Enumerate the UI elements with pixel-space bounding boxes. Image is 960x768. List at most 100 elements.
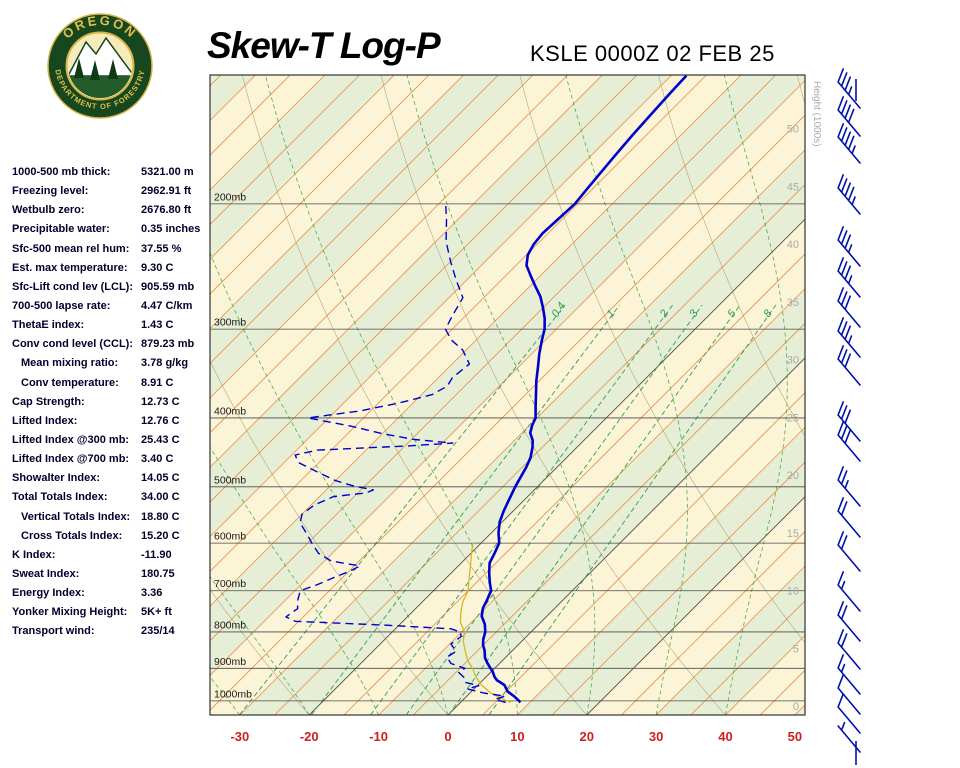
index-label: ThetaE index: [12, 319, 85, 332]
pressure-label: 300mb [214, 317, 246, 329]
index-label: Conv temperature: [21, 376, 119, 389]
height-label: 30 [787, 355, 799, 367]
height-labels: 0 5 10 15 20 25 30 35 40 45 50 [787, 124, 799, 714]
wind-barb [837, 287, 861, 328]
index-value: 9.30 C [141, 261, 174, 274]
pressure-label: 800mb [214, 619, 246, 631]
index-row: 1000-500 mb thick: 5321.00 m [12, 166, 212, 185]
index-value: 0.35 inches [141, 223, 201, 236]
height-label: 40 [787, 239, 799, 251]
index-row: Yonker Mixing Height: 5K+ ft [12, 606, 212, 625]
index-row: K Index: -11.90 [12, 549, 212, 568]
wind-barb [837, 654, 861, 695]
index-label: Cap Strength: [12, 395, 85, 408]
index-label: Sweat Index: [12, 567, 80, 580]
temperature-axis-label: 0 [444, 729, 451, 744]
index-value: 235/14 [141, 625, 175, 638]
index-row: ThetaE index: 1.43 C [12, 319, 212, 338]
pressure-label: 1000mb [214, 688, 252, 700]
height-label: 45 [787, 181, 799, 193]
wind-barb [837, 257, 861, 298]
index-row: Lifted Index @700 mb: 3.40 C [12, 453, 212, 472]
wind-barb [837, 123, 861, 164]
height-label: 50 [787, 124, 799, 136]
pressure-label: 500mb [214, 474, 246, 486]
wind-barb [837, 466, 861, 507]
wind-barb [837, 96, 861, 137]
wind-barb [837, 317, 861, 358]
index-value: 180.75 [141, 567, 175, 580]
index-row: Energy Index: 3.36 [12, 587, 212, 606]
temperature-axis-label: 30 [649, 729, 663, 744]
index-label: Vertical Totals Index: [21, 510, 131, 523]
index-label: Wetbulb zero: [12, 204, 85, 217]
mixing-ratio-label: 1 [604, 308, 617, 320]
wind-barb [837, 531, 861, 572]
temperature-curve [480, 75, 688, 704]
index-label: Precipitable water: [12, 223, 110, 236]
height-label: 15 [787, 528, 799, 540]
temperature-axis-labels: -30 -20 -10 0 10 20 30 40 50 [230, 729, 802, 744]
pressure-label: 900mb [214, 656, 246, 668]
index-label: Total Totals Index: [12, 491, 108, 504]
index-value: 8.91 C [141, 376, 174, 389]
wind-barb [837, 497, 861, 538]
index-label: Lifted Index @300 mb: [12, 433, 130, 446]
page-title: Skew-T Log-P [207, 25, 441, 66]
index-value: -11.90 [141, 548, 172, 561]
station-datetime: KSLE 0000Z 02 FEB 25 [530, 41, 775, 66]
odf-logo: OREGON DEPARTMENT OF FORESTRY [47, 13, 153, 119]
tree-icon [108, 59, 118, 79]
index-row: Precipitable water: 0.35 inches [12, 223, 212, 242]
index-row: Sfc-500 mean rel hum: 37.55 % [12, 243, 212, 262]
temperature-axis-label: 40 [718, 729, 732, 744]
wind-barb [837, 629, 861, 670]
wind-barb [837, 68, 861, 109]
temperature-axis-label: -20 [300, 729, 319, 744]
plot-area [210, 75, 805, 715]
pressure-gridlines [210, 203, 805, 702]
height-label: 25 [787, 412, 799, 424]
index-row: Wetbulb zero: 2676.80 ft [12, 204, 212, 223]
temperature-axis-label: -10 [369, 729, 388, 744]
dry-adiabats [210, 75, 805, 715]
index-label: Showalter Index: [12, 472, 101, 485]
index-label: Est. max temperature: [12, 261, 128, 274]
index-value: 5321.00 m [141, 166, 194, 178]
index-label: Cross Totals Index: [21, 529, 123, 542]
index-row: Lifted Index: 12.76 C [12, 415, 212, 434]
index-row: Cross Totals Index: 15.20 C [12, 530, 212, 549]
index-value: 12.76 C [141, 414, 180, 427]
wind-barb [837, 421, 861, 462]
index-row: Sweat Index: 180.75 [12, 568, 212, 587]
tree-icon [90, 60, 100, 80]
index-row: Cap Strength: 12.73 C [12, 396, 212, 415]
index-label: K Index: [12, 548, 56, 561]
index-row: Conv temperature: 8.91 C [12, 377, 212, 396]
wind-barb [837, 601, 861, 642]
temperature-axis-label: 10 [510, 729, 524, 744]
index-value: 3.78 g/kg [141, 357, 189, 370]
index-label: 700-500 lapse rate: [12, 299, 111, 312]
index-label: Lifted Index: [12, 414, 78, 427]
index-value: 2962.91 ft [141, 185, 192, 198]
index-value: 3.36 [141, 587, 163, 600]
moist-adiabats [210, 75, 788, 715]
height-axis-label: Height (1000s) [811, 81, 822, 147]
wind-barb [837, 693, 861, 734]
index-label: Conv cond level (CCL): [12, 338, 134, 351]
index-value: 5K+ ft [141, 606, 172, 619]
temperature-axis-label: -30 [230, 729, 249, 744]
index-row: Transport wind: 235/14 [12, 625, 212, 644]
height-label: 5 [793, 643, 799, 655]
temperature-axis-label: 50 [788, 729, 802, 744]
index-row: 700-500 lapse rate: 4.47 C/km [12, 300, 212, 319]
height-label: 0 [793, 701, 799, 713]
index-row: Est. max temperature: 9.30 C [12, 262, 212, 281]
index-row: Conv cond level (CCL): 879.23 mb [12, 338, 212, 357]
temperature-axis-label: 20 [580, 729, 594, 744]
index-row: Total Totals Index: 34.00 C [12, 491, 212, 510]
index-label: Sfc-500 mean rel hum: [12, 242, 130, 255]
index-value: 25.43 C [141, 433, 180, 446]
